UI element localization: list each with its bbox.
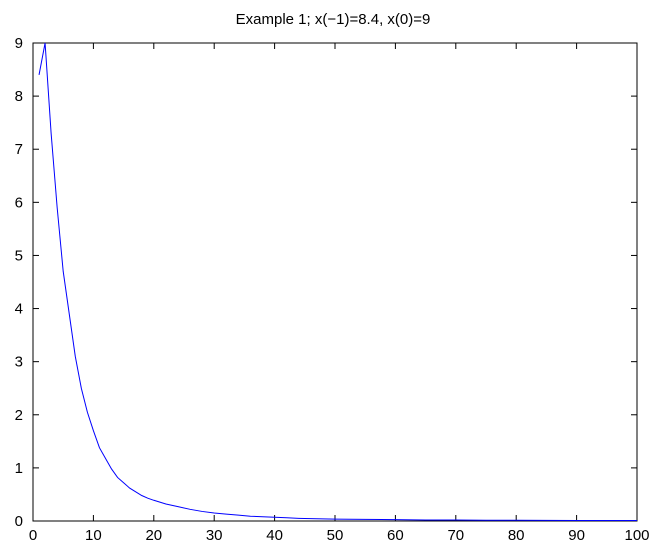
x-tick-label: 80 xyxy=(508,527,525,544)
x-tick-label: 90 xyxy=(568,527,585,544)
x-tick-label: 40 xyxy=(266,527,283,544)
x-tick-label: 60 xyxy=(387,527,404,544)
chart-title: Example 1; x(−1)=8.4, x(0)=9 xyxy=(236,11,431,28)
series-line-0 xyxy=(38,42,637,521)
x-tick-label: 50 xyxy=(327,527,344,544)
y-tick-label: 6 xyxy=(15,194,23,211)
y-tick-label: 5 xyxy=(15,247,23,264)
x-tick-label: 100 xyxy=(624,527,649,544)
x-tick-label: 70 xyxy=(447,527,464,544)
x-tick-label: 30 xyxy=(206,527,223,544)
series-layer xyxy=(38,42,637,521)
x-tick-label: 20 xyxy=(145,527,162,544)
y-tick-label: 0 xyxy=(15,513,23,530)
y-tick-label: 2 xyxy=(15,407,23,424)
y-tick-label: 4 xyxy=(15,301,23,318)
axes: 0 10 20 30 40 50 60 70 80 90 100 0 1 2 3 4 5 6 7 8 9 xyxy=(15,35,650,544)
y-tick-label: 7 xyxy=(15,141,23,158)
x-tick-label: 10 xyxy=(85,527,102,544)
x-tick-label: 0 xyxy=(29,527,37,544)
y-tick-label: 8 xyxy=(15,88,23,105)
y-tick-label: 1 xyxy=(15,460,23,477)
y-tick-label: 9 xyxy=(15,35,23,52)
y-tick-label: 3 xyxy=(15,354,23,371)
